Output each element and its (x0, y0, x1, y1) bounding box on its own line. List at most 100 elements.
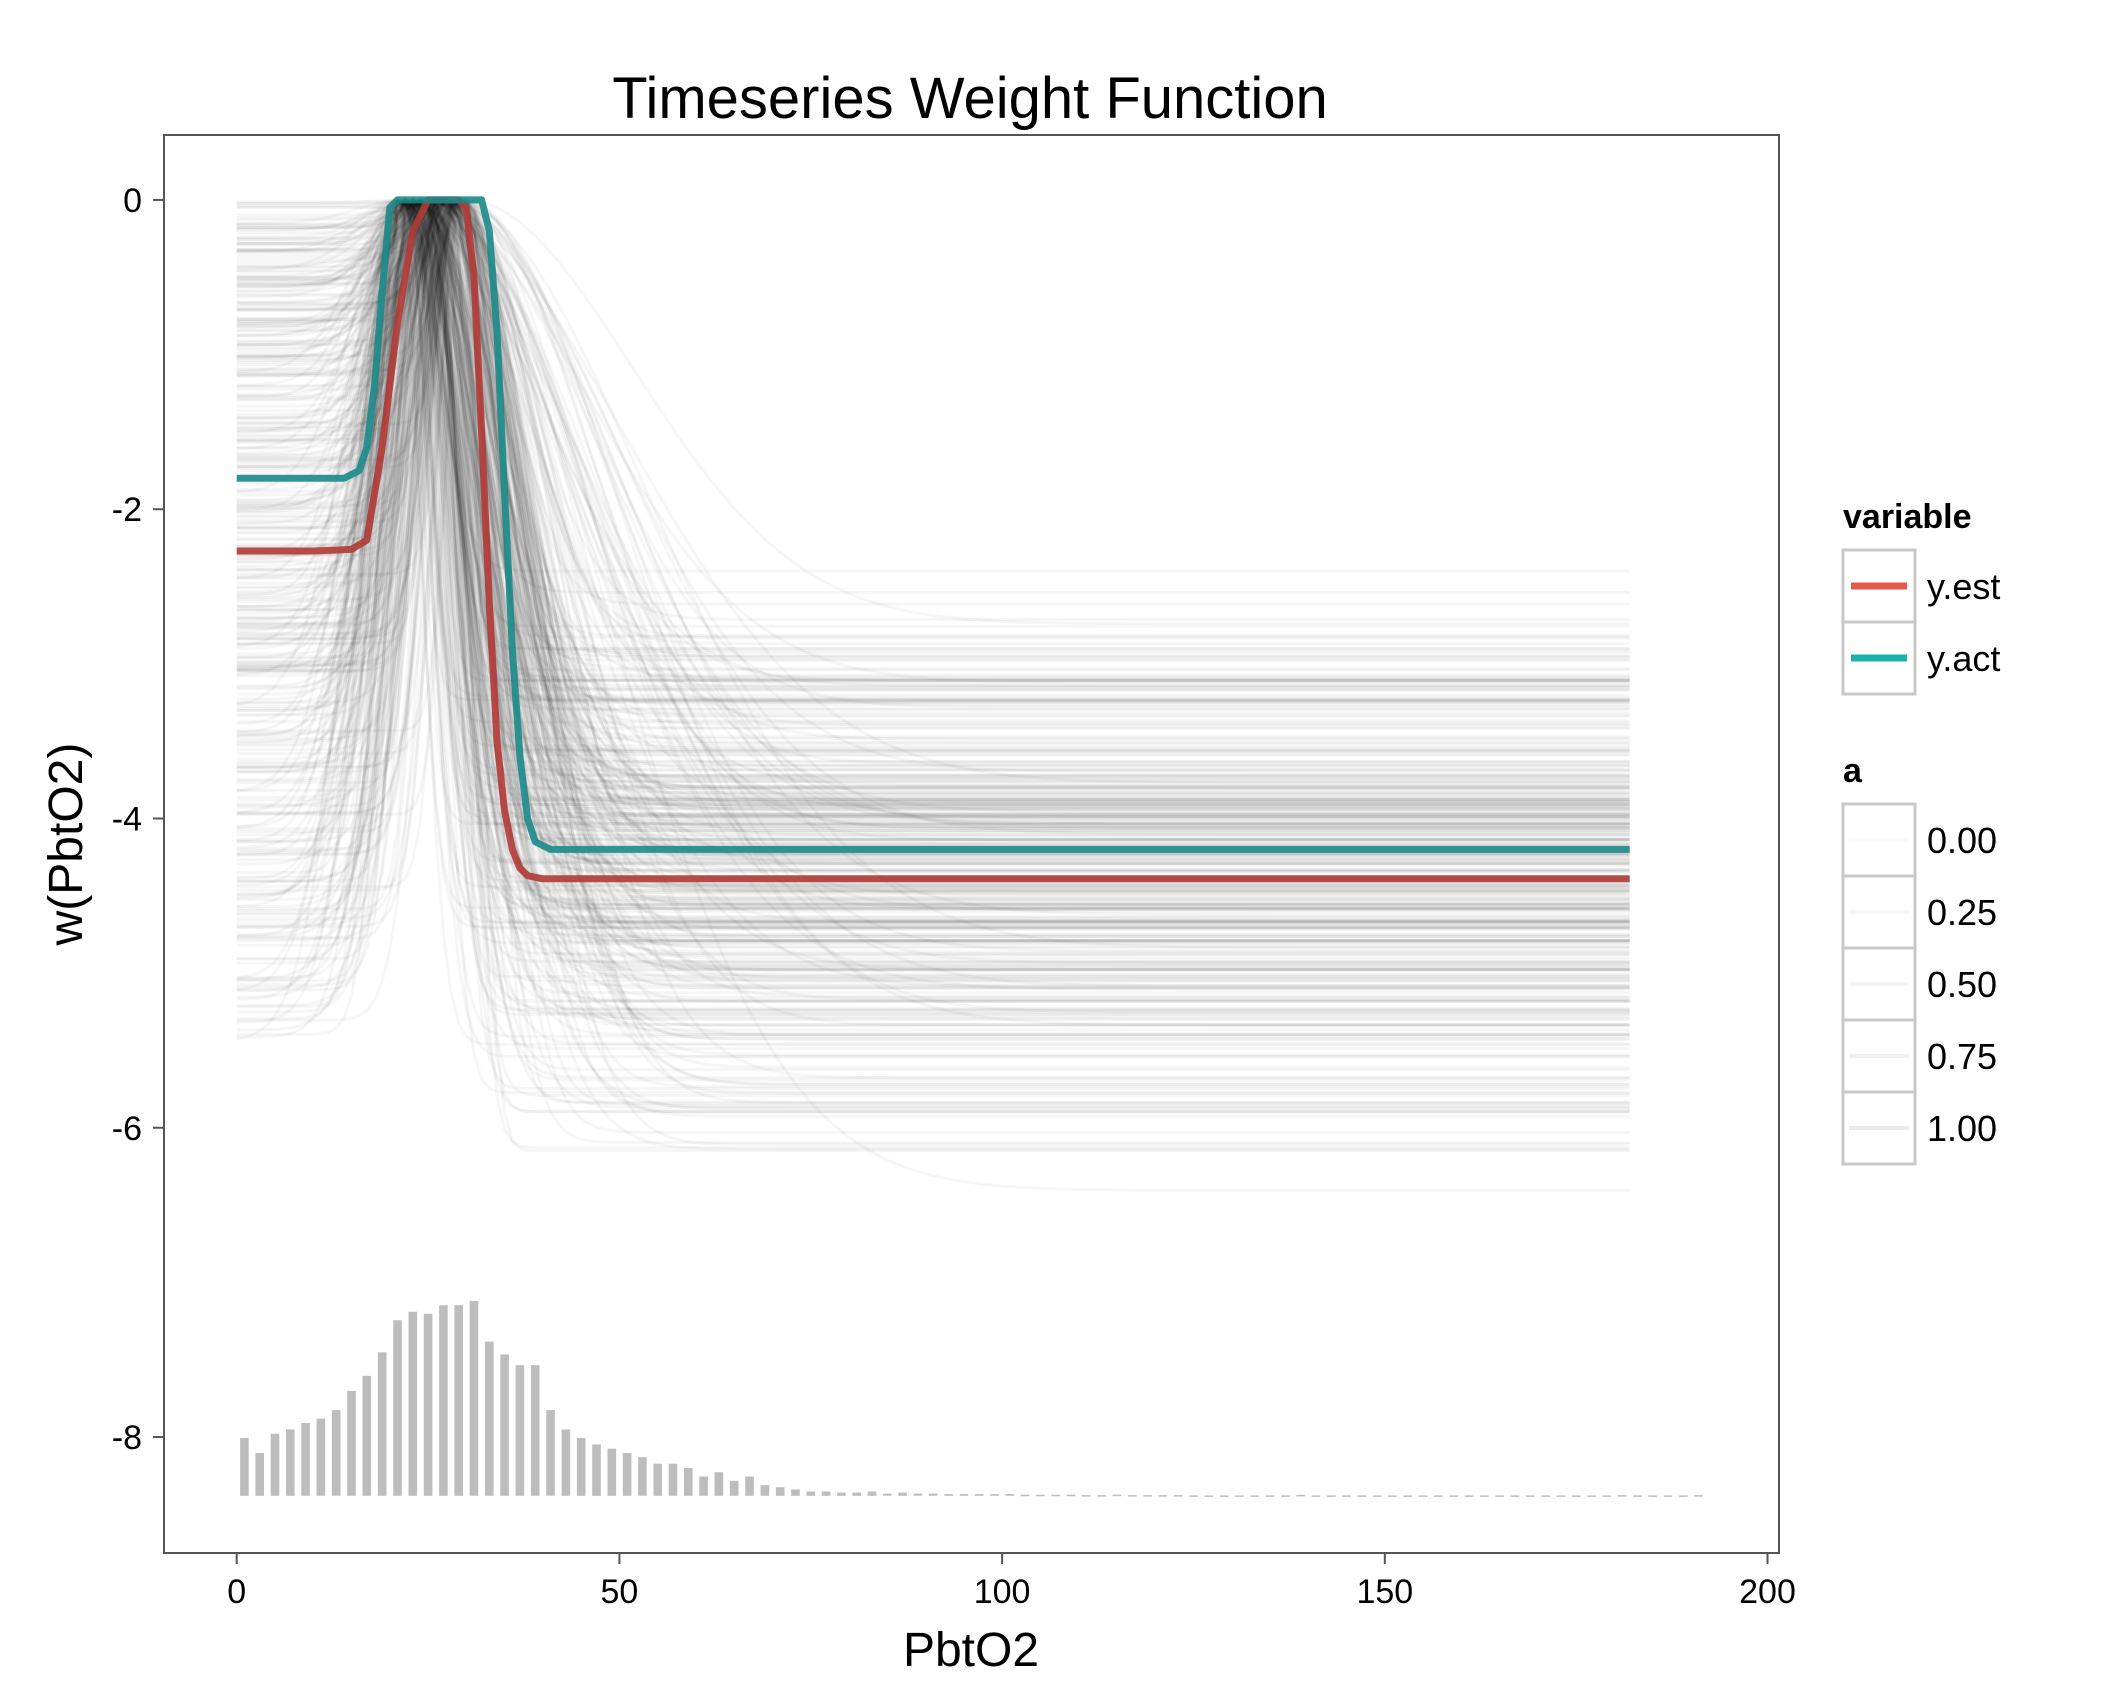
histogram-bar (1005, 1494, 1015, 1496)
histogram-bar (699, 1476, 708, 1496)
histogram-bar (1480, 1495, 1489, 1497)
legend-title: a (1843, 752, 1863, 790)
histogram-bar (1143, 1495, 1152, 1497)
histogram-bar (1571, 1495, 1581, 1497)
histogram-bar (439, 1305, 448, 1496)
histogram-bar (714, 1472, 724, 1496)
y-tick-label: -4 (112, 800, 142, 838)
histogram-bar (1617, 1495, 1627, 1497)
histogram-bar (653, 1463, 662, 1496)
histogram-bar (1434, 1495, 1443, 1497)
histogram-bar (1250, 1495, 1259, 1497)
legend-entry: 0.50 (1841, 946, 1997, 1022)
histogram-bar (1082, 1495, 1091, 1497)
legend-entry: 0.25 (1841, 874, 1997, 950)
legend-label: 1.00 (1927, 1108, 1997, 1149)
histogram-bar (974, 1494, 984, 1496)
histogram-bar (898, 1492, 907, 1496)
legend-entry: y.act (1841, 620, 2000, 696)
histogram-bar (944, 1494, 953, 1496)
y-tick-label: 0 (123, 182, 142, 220)
legend-label: 0.25 (1927, 892, 1997, 933)
legend-title: variable (1843, 498, 1972, 536)
histogram-bar (1128, 1495, 1137, 1497)
histogram-bar (1464, 1495, 1474, 1497)
x-tick-label: 100 (974, 1573, 1031, 1611)
histogram-bar (1204, 1495, 1214, 1497)
x-axis-title: PbtO2 (903, 1624, 1039, 1677)
histogram-bar (576, 1438, 586, 1496)
histogram-bar (1648, 1495, 1657, 1497)
series-lines (236, 196, 1630, 883)
histogram-bar (1510, 1495, 1520, 1497)
histogram-bar (745, 1476, 754, 1496)
histogram-bar (515, 1365, 525, 1496)
histogram-bar (316, 1418, 326, 1496)
histogram-bar (1449, 1495, 1458, 1497)
histogram-bar (408, 1311, 418, 1496)
legend-entry: 0.00 (1841, 802, 1997, 878)
histogram-bar (1556, 1495, 1566, 1497)
y-tick-label: -8 (112, 1419, 142, 1457)
histogram-bar (990, 1494, 999, 1496)
histogram-bar (1327, 1495, 1336, 1497)
histogram-bar (959, 1494, 969, 1496)
legend-label: 0.75 (1927, 1036, 1997, 1077)
histogram-bar (821, 1491, 831, 1496)
legend-entry: 1.00 (1841, 1090, 1997, 1166)
x-tick-label: 0 (227, 1573, 246, 1611)
histogram-bar (331, 1410, 341, 1496)
histogram (240, 1300, 1703, 1497)
histogram-bar (286, 1429, 295, 1496)
y-tick-label: -6 (112, 1110, 142, 1148)
legend: variable y.est y.act a 0.00 0.25 0.50 0.75 1.00 (1841, 498, 2000, 1166)
histogram-bar (561, 1429, 571, 1496)
histogram-bar (423, 1313, 433, 1496)
histogram-bar (1403, 1495, 1413, 1497)
histogram-bar (837, 1492, 846, 1496)
legend-label: 0.50 (1927, 964, 1997, 1005)
x-tick-label: 200 (1739, 1573, 1796, 1611)
histogram-bar (1097, 1495, 1106, 1497)
plot-panel (163, 134, 1780, 1554)
histogram-bar (1066, 1494, 1076, 1497)
histogram-bar (760, 1485, 770, 1496)
series-line-y-est (236, 196, 1630, 883)
x-tick-label: 150 (1356, 1573, 1413, 1611)
legend-key (1841, 1090, 1917, 1166)
histogram-bar (1372, 1495, 1382, 1497)
histogram-bar (1235, 1495, 1244, 1497)
histogram-bar (1051, 1494, 1060, 1497)
histogram-bar (454, 1305, 463, 1496)
histogram-bar (607, 1448, 617, 1496)
histogram-bar (1219, 1495, 1229, 1497)
histogram-bar (270, 1433, 280, 1496)
histogram-bar (1602, 1495, 1612, 1497)
x-tick-label: 50 (601, 1573, 639, 1611)
series-line-y-act (236, 196, 1630, 853)
legend-label: 0.00 (1927, 820, 1997, 861)
histogram-bar (1663, 1495, 1673, 1497)
legend-label: y.est (1927, 566, 2000, 607)
histogram-bar (1679, 1495, 1688, 1497)
histogram-bar (301, 1423, 310, 1496)
legend-key (1841, 946, 1917, 1022)
histogram-bar (1311, 1495, 1321, 1497)
histogram-bar (393, 1320, 402, 1496)
histogram-bar (1036, 1494, 1045, 1497)
histogram-bar (806, 1491, 816, 1496)
histogram-bar (1265, 1495, 1275, 1497)
histogram-bar (638, 1457, 647, 1496)
x-axis: 0 50 100 150 200 (227, 1553, 1796, 1611)
histogram-bar (668, 1463, 678, 1496)
histogram-bar (1495, 1495, 1504, 1497)
histogram-bar (1388, 1495, 1397, 1497)
histogram-bar (240, 1438, 249, 1496)
histogram-bar (362, 1375, 372, 1496)
histogram-bar (775, 1487, 785, 1496)
histogram-bar (1112, 1494, 1122, 1497)
histogram-bar (928, 1493, 938, 1496)
histogram-bar (1281, 1495, 1290, 1497)
histogram-bar (1342, 1495, 1351, 1497)
histogram-bar (485, 1341, 494, 1496)
